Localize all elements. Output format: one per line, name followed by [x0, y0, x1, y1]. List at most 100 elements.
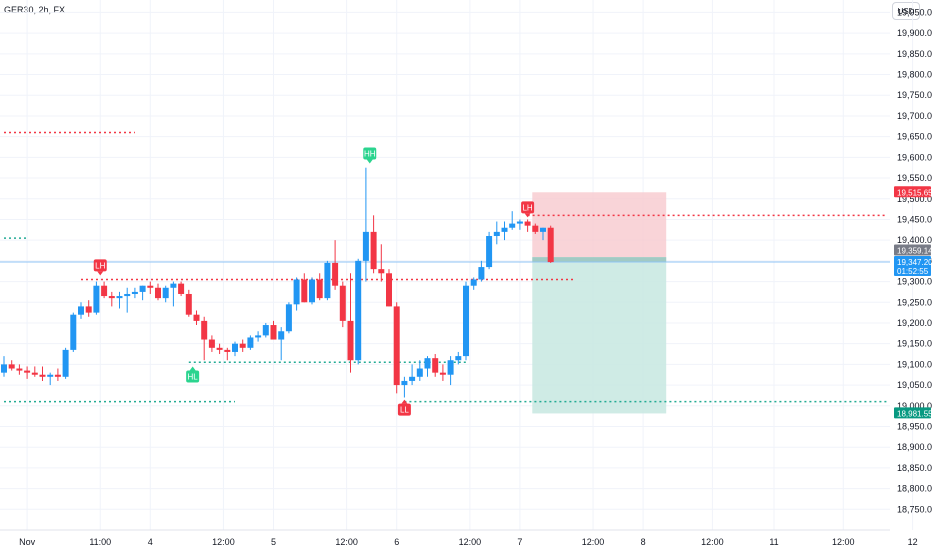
candle-body	[470, 279, 477, 286]
candle-body	[378, 269, 385, 274]
candle-body	[370, 231, 377, 270]
candle-body	[239, 343, 246, 348]
candle-body	[509, 223, 516, 228]
candle-body	[532, 225, 539, 232]
candle-body	[162, 287, 169, 299]
candle-body	[347, 320, 354, 361]
marker-label: LH	[522, 203, 532, 212]
candle-body	[208, 339, 215, 348]
price-tag	[894, 256, 931, 277]
candle-body	[247, 337, 254, 348]
y-tick-label: 19,700.00	[897, 111, 932, 121]
candle-body	[131, 291, 138, 294]
marker-label: HH	[364, 150, 376, 159]
marker-hh	[363, 147, 377, 160]
marker-pointer	[189, 366, 196, 371]
candle-body	[301, 279, 308, 303]
y-tick-label: 19,850.00	[897, 49, 932, 59]
price-tag-countdown: 01:52:55	[897, 267, 929, 276]
candle-body	[170, 283, 177, 288]
y-tick-label: 19,100.00	[897, 359, 932, 369]
candle-body	[62, 349, 69, 377]
candle-body	[493, 231, 500, 237]
marker-hl	[186, 370, 200, 383]
candle-body	[332, 262, 339, 286]
marker-pointer	[366, 159, 373, 164]
candle-body	[216, 347, 223, 350]
price-tag-value: 19,515.65	[897, 188, 932, 197]
candle-body	[439, 372, 446, 375]
y-tick-label: 18,850.00	[897, 463, 932, 473]
candle-body	[116, 296, 123, 299]
candle-body	[47, 374, 54, 377]
candle-body	[416, 368, 423, 377]
symbol-title: GER30, 2h, FX	[4, 5, 66, 15]
candle-body	[178, 283, 185, 294]
candle-body	[486, 236, 493, 268]
y-tick-label: 19,200.00	[897, 318, 932, 328]
marker-pointer	[401, 399, 408, 404]
candle-body	[324, 262, 331, 299]
x-tick-label: 6	[394, 537, 399, 547]
x-tick-label: 12:00	[459, 537, 482, 547]
y-tick-label: 19,400.00	[897, 235, 932, 245]
price-tag	[894, 186, 931, 198]
candle-body	[401, 380, 408, 386]
y-tick-label: 19,500.00	[897, 194, 932, 204]
y-tick-label: 18,950.00	[897, 421, 932, 431]
price-tag	[894, 407, 931, 419]
candle-body	[516, 221, 523, 224]
candle-body	[455, 356, 462, 361]
x-tick-label: 12:00	[335, 537, 358, 547]
y-tick-label: 19,750.00	[897, 90, 932, 100]
marker-lh	[93, 259, 107, 272]
marker-label: HL	[188, 372, 199, 381]
stop-loss-zone	[532, 192, 667, 258]
candle-body	[16, 368, 23, 371]
price-tag-value: 19,347.20	[897, 258, 932, 267]
candle-body	[285, 304, 292, 332]
marker-pointer	[97, 271, 104, 276]
x-tick-label: 8	[641, 537, 646, 547]
candle-body	[185, 293, 192, 315]
marker-label: LL	[400, 406, 409, 415]
candle-body	[193, 314, 200, 321]
candle-body	[255, 335, 262, 338]
candle-body	[155, 287, 161, 299]
candle-body	[524, 221, 531, 226]
candle-body	[278, 331, 285, 340]
x-tick-label: 11:00	[89, 537, 111, 547]
candle-body	[386, 273, 392, 307]
candle-body	[70, 314, 77, 350]
candle-body	[309, 279, 315, 303]
x-tick-label: 12:00	[701, 537, 724, 547]
candle-body	[78, 306, 84, 315]
x-tick-label: 12:00	[582, 537, 605, 547]
y-tick-label: 18,900.00	[897, 442, 932, 452]
candle-body	[293, 279, 300, 305]
candle-body	[540, 227, 546, 232]
price-tag-value: 19,359.14	[897, 247, 932, 256]
candle-body	[409, 376, 416, 381]
take-profit-zone	[532, 257, 667, 414]
x-tick-label: 12:00	[832, 537, 855, 547]
y-tick-label: 18,750.00	[897, 504, 932, 514]
x-tick-label: 11	[769, 537, 778, 547]
candle-body	[463, 285, 469, 357]
candle-body	[24, 370, 31, 373]
candle-body	[39, 374, 46, 377]
price-tag	[894, 244, 931, 256]
y-tick-label: 19,650.00	[897, 132, 932, 142]
marker-label: LH	[95, 261, 105, 270]
y-tick-label: 19,300.00	[897, 277, 932, 287]
y-tick-label: 19,550.00	[897, 173, 932, 183]
marker-pointer	[524, 213, 531, 218]
y-tick-label: 19,450.00	[897, 214, 932, 224]
x-tick-label: 4	[148, 537, 153, 547]
candle-body	[1, 364, 7, 373]
candle-body	[108, 296, 115, 299]
x-tick-label: 12	[908, 537, 918, 547]
candle-body	[224, 349, 231, 352]
